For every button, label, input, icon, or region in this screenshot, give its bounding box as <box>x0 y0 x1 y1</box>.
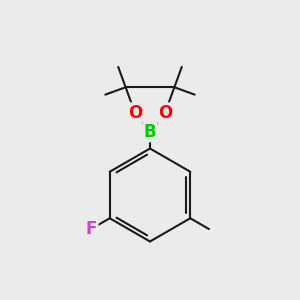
Text: O: O <box>158 103 172 122</box>
Text: F: F <box>86 220 97 238</box>
Text: O: O <box>128 103 142 122</box>
Text: B: B <box>144 123 156 141</box>
